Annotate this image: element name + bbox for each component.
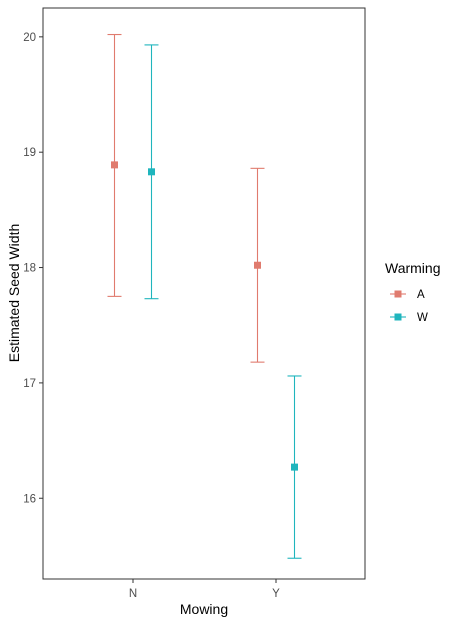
legend-key-marker bbox=[394, 290, 402, 298]
legend-title: Warming bbox=[385, 260, 441, 276]
y-axis-title: Estimated Seed Width bbox=[6, 224, 22, 363]
panel-border bbox=[42, 7, 366, 580]
x-tick-label: N bbox=[129, 588, 137, 600]
error-bar-W-Y bbox=[287, 375, 302, 559]
x-axis-title: Mowing bbox=[180, 601, 228, 617]
legend: Warming AW bbox=[385, 260, 441, 324]
error-bar-A-N bbox=[107, 33, 122, 297]
error-bar-A-Y bbox=[250, 167, 265, 363]
legend-items: AW bbox=[390, 289, 428, 324]
y-tick-label: 17 bbox=[23, 378, 36, 390]
y-tick-label: 20 bbox=[23, 32, 36, 44]
legend-item-A: A bbox=[390, 289, 425, 301]
x-tick-label: Y bbox=[272, 588, 280, 600]
point-marker-W-Y bbox=[291, 463, 298, 471]
point-marker-A-N bbox=[111, 161, 118, 169]
y-tick-label: 16 bbox=[23, 493, 36, 505]
legend-label: W bbox=[417, 312, 428, 324]
y-axis: 16 17 18 19 20 bbox=[23, 32, 43, 505]
error-bar-W-N bbox=[144, 44, 159, 300]
data-marks bbox=[107, 33, 302, 559]
legend-key-marker bbox=[394, 313, 402, 321]
legend-label: A bbox=[417, 289, 425, 301]
y-tick-label: 18 bbox=[23, 263, 36, 275]
legend-item-W: W bbox=[390, 312, 428, 324]
point-marker-W-N bbox=[148, 168, 155, 176]
y-tick-label: 19 bbox=[23, 147, 36, 159]
point-marker-A-Y bbox=[254, 261, 261, 269]
